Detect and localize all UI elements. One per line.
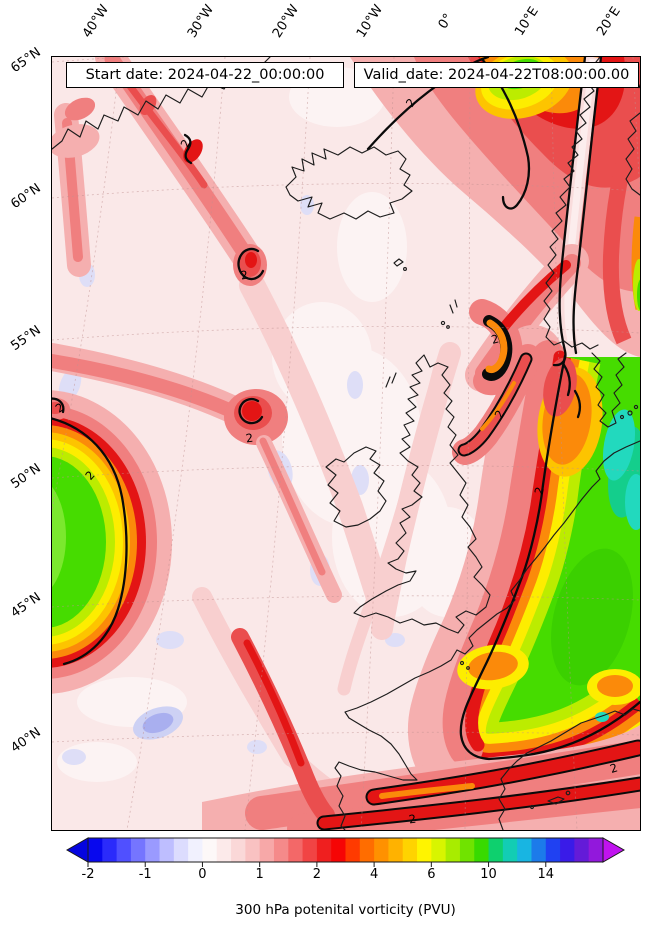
- contour-label: 2: [245, 431, 254, 446]
- lon-tick-label: 30°W: [184, 2, 218, 41]
- colorbar-segment: [288, 838, 304, 862]
- lon-tick-label: 20°W: [269, 2, 303, 41]
- colorbar-segment: [245, 838, 261, 862]
- colorbar-segment: [374, 838, 389, 862]
- coast-balearics: [547, 796, 565, 805]
- colorbar-right-arrow: [602, 837, 626, 863]
- colorbar-tick-label: -2: [81, 867, 95, 882]
- lat-tick-label: 60°N: [8, 180, 44, 213]
- colorbar-segment: [517, 838, 532, 862]
- contour-label: 2: [239, 268, 249, 283]
- colorbar-segment: [502, 838, 518, 862]
- colorbar-segment: [545, 838, 561, 862]
- pv-filament-northsea: [452, 344, 541, 465]
- valid-date-text: Valid_date: 2024-04-22T08:00:00.00: [363, 67, 630, 83]
- colorbar-segment: [273, 838, 289, 862]
- lon-tick-label: 40°W: [79, 2, 113, 41]
- colorbar-tick-label: 4: [369, 867, 379, 882]
- coast-continent: [334, 440, 640, 830]
- colorbar-tick-label: 14: [537, 867, 555, 882]
- colorbar-segment: [402, 838, 418, 862]
- colorbar-svg: [65, 837, 626, 867]
- colorbar-segment: [159, 838, 175, 862]
- valid-date-box: Valid_date: 2024-04-22T08:00:00.00: [354, 62, 639, 88]
- colorbar-segment: [417, 838, 432, 862]
- start-date-box: Start date: 2024-04-22_00:00:00: [66, 62, 344, 88]
- colorbar-segment: [231, 838, 246, 862]
- colorbar-segment: [259, 838, 275, 862]
- lon-tick-label: 0°: [435, 11, 457, 32]
- colorbar-tick-label: 1: [255, 867, 264, 882]
- figure-caption: 300 hPa potenital vorticity (PVU): [235, 902, 456, 918]
- pv-filament-midleft: [52, 343, 342, 603]
- coast-ireland: [325, 446, 387, 528]
- pv-cutoff-west: [52, 390, 172, 694]
- coast-denmark: [591, 352, 627, 428]
- colorbar-segment: [116, 838, 132, 862]
- lat-tick-label: 40°N: [8, 724, 44, 757]
- lat-tick-label: 50°N: [8, 460, 44, 493]
- colorbar-segment: [302, 838, 318, 862]
- coast-faroe: [393, 258, 404, 267]
- contour-label: 2: [408, 812, 417, 827]
- colorbar-segment: [531, 838, 547, 862]
- colorbar-segment: [574, 838, 590, 862]
- lat-tick-label: 55°N: [8, 322, 44, 355]
- pv-map-svg: 2 2 2 2 2 2 2 2 2 2 2: [52, 57, 640, 830]
- coast-norway: [543, 57, 601, 350]
- pv-vortex-crescent: [469, 260, 571, 396]
- colorbar-left-arrow: [65, 837, 89, 863]
- coast-sweden: [625, 112, 640, 196]
- colorbar-segment: [560, 838, 575, 862]
- coast-mediterranean: [498, 708, 640, 830]
- start-date-text: Start date: 2024-04-22_00:00:00: [85, 67, 325, 83]
- lat-tick-label: 45°N: [8, 589, 44, 622]
- colorbar-segment: [345, 838, 361, 862]
- colorbar-segment: [488, 838, 504, 862]
- coast-great-britain: [353, 354, 491, 634]
- colorbar-segment: [216, 838, 232, 862]
- colorbar-tick-label: 0: [198, 867, 207, 882]
- pv-bands-south: [202, 628, 640, 830]
- colorbar-segment: [173, 838, 189, 862]
- colorbar-segment: [474, 838, 490, 862]
- coastlines: [52, 57, 640, 830]
- colorbar-segment: [588, 838, 604, 862]
- colorbar-segment: [388, 838, 404, 862]
- coast-iceland: [285, 146, 413, 220]
- colorbar-segment: [188, 838, 203, 862]
- lon-tick-label: 10°E: [512, 4, 542, 39]
- colorbar-tick-label: -1: [138, 867, 152, 882]
- contour-label: 2: [490, 331, 501, 346]
- colorbar-segment: [359, 838, 375, 862]
- lon-tick-label: 10°W: [353, 2, 387, 41]
- colorbar-segment: [445, 838, 461, 862]
- colorbar-segment: [145, 838, 161, 862]
- colorbar-segment: [102, 838, 118, 862]
- map-plot-area: 2 2 2 2 2 2 2 2 2 2 2: [51, 56, 641, 831]
- colorbar-tick-label: 10: [480, 867, 497, 882]
- colorbar-segment: [202, 838, 218, 862]
- colorbar-segment: [459, 838, 475, 862]
- colorbar-segment: [316, 838, 332, 862]
- colorbar-segment: [88, 838, 103, 862]
- colorbar-segment: [130, 838, 146, 862]
- contour-label: 2: [531, 485, 547, 496]
- colorbar-segment: [331, 838, 346, 862]
- colorbar-tick-label: 6: [427, 867, 436, 882]
- contour-label: 2: [608, 760, 619, 776]
- pv2-contours: [52, 57, 640, 761]
- lat-tick-label: 65°N: [8, 44, 44, 77]
- colorbar-segment: [431, 838, 447, 862]
- colorbar: [65, 837, 626, 869]
- coast-hebrides: [385, 372, 397, 388]
- lon-tick-label: 20°E: [594, 4, 624, 39]
- coast-shetland: [449, 299, 458, 314]
- colorbar-tick-label: 2: [312, 867, 322, 882]
